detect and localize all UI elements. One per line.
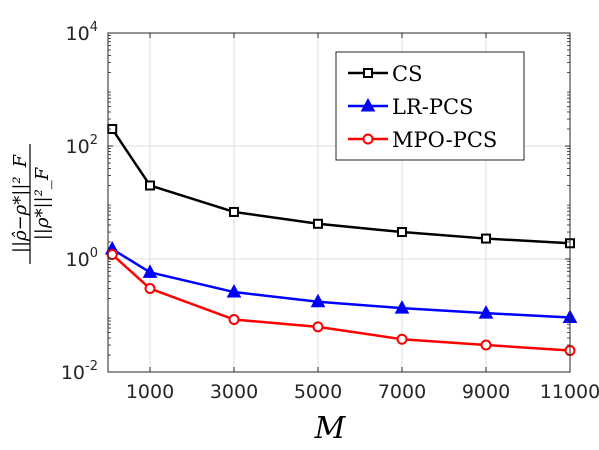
x-tick-label: 3000 [210,381,258,403]
data-point-lr-pcs [226,284,242,298]
legend-label-mpo-pcs: MPO-PCS [392,128,497,152]
x-tick-label: 1000 [126,381,174,403]
ticks: 1000 3000 5000 7000 9000 11000 10-2 100 102 104 [61,20,599,403]
legend-item-lr-pcs: LR-PCS [348,95,473,119]
y-tick-label: 100 [66,246,98,271]
legend-item-mpo-pcs: MPO-PCS [348,128,497,152]
data-point-mpo-pcs [312,321,324,333]
data-point-mpo-pcs [396,333,408,345]
data-point-cs [481,233,491,244]
x-tick-label: 5000 [294,381,342,403]
legend-item-cs: CS [348,62,422,86]
data-point-lr-pcs [142,264,158,278]
y-tick-label: 104 [66,20,98,45]
data-point-mpo-pcs [228,313,240,325]
legend-marker-cs [363,68,373,78]
legend-marker-lr-pcs [360,97,376,112]
x-tick-label: 7000 [378,381,426,403]
plot-frame [107,32,571,373]
x-tick-label: 11000 [540,381,599,403]
legend: CS LR-PCS MPO-PCS [335,51,525,161]
y-axis-label-denominator: ||ρ*||²_F [32,166,53,240]
legend-label-lr-pcs: LR-PCS [392,95,473,119]
y-axis-label: ||ρ̂−ρ*||²_F ||ρ*||²_F [10,144,53,264]
y-tick-label: 102 [66,133,98,158]
x-tick-label: 9000 [462,381,510,403]
legend-label-cs: CS [392,62,422,86]
data-point-lr-pcs [310,293,326,308]
data-point-lr-pcs [478,305,494,319]
y-tick-label: 10-2 [61,359,98,384]
data-point-cs [313,218,323,229]
y-axis-label-numerator: ||ρ̂−ρ*||²_F [10,153,31,253]
data-point-mpo-pcs [106,249,118,261]
legend-marker-mpo-pcs [362,133,374,145]
data-point-mpo-pcs [144,283,156,295]
x-axis-label: M [314,411,347,446]
data-point-cs [229,206,239,217]
data-point-cs [397,227,407,238]
data-point-lr-pcs [394,300,410,314]
data-point-mpo-pcs [480,339,492,351]
data-point-cs [145,180,155,191]
series-mpo-pcs [106,249,576,357]
